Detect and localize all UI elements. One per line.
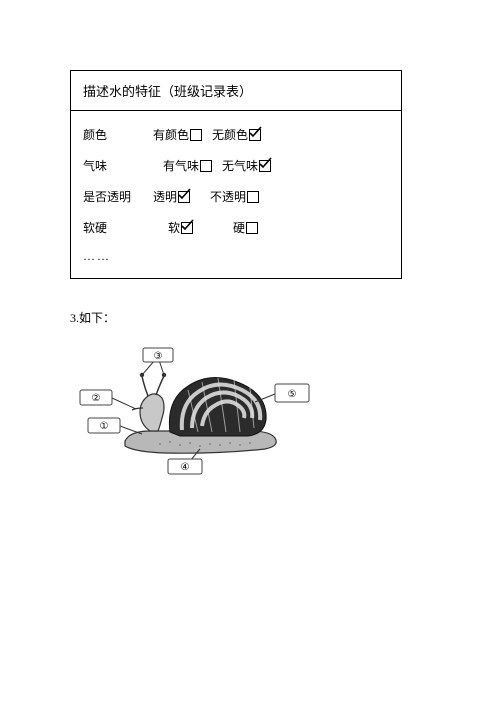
table-body: 颜色有颜色无颜色气味有气味无气味是否透明透明不透明软硬软硬…… (71, 111, 401, 278)
option: 硬 (233, 219, 258, 236)
checkbox-checked-icon (259, 160, 271, 172)
checkbox-checked-icon (181, 222, 193, 234)
option-text: 不透明 (210, 188, 246, 205)
snail-diagram: ③ ② ① ④ ⑤ (70, 346, 320, 476)
row-label: 软硬 (83, 219, 168, 236)
label-4: ④ (181, 462, 190, 473)
option: 无气味 (222, 157, 271, 174)
water-record-table: 描述水的特征（班级记录表） 颜色有颜色 无颜色气味有气味 无气味是否透明透明 不透明软… (70, 70, 402, 279)
snail-svg: ③ ② ① ④ ⑤ (70, 346, 320, 476)
option-text: 有颜色 (153, 126, 189, 143)
option: 不透明 (210, 188, 259, 205)
option-text: 有气味 (163, 157, 199, 174)
table-title: 描述水的特征（班级记录表） (71, 71, 401, 111)
option-text: 硬 (233, 219, 245, 236)
page: 描述水的特征（班级记录表） 颜色有颜色 无颜色气味有气味 无气味是否透明透明 不透明软… (70, 70, 430, 476)
table-row: 颜色有颜色 无颜色 (83, 119, 389, 150)
table-row: 气味有气味 无气味 (83, 150, 389, 181)
label-3: ③ (154, 351, 163, 362)
label-5: ⑤ (288, 389, 297, 400)
option: 有气味 (163, 157, 212, 174)
checkbox-checked-icon (178, 191, 190, 203)
row-label: 颜色 (83, 126, 153, 143)
option: 透明 (153, 188, 190, 205)
option-text: 软 (168, 219, 180, 236)
checkbox-icon (200, 160, 212, 172)
checkbox-checked-icon (249, 129, 261, 141)
ellipsis-row: …… (83, 243, 389, 268)
table-row: 软硬软硬 (83, 212, 389, 243)
row-label: 气味 (83, 157, 163, 174)
option: 有颜色 (153, 126, 202, 143)
label-2: ② (92, 393, 101, 404)
row-label: 是否透明 (83, 188, 153, 205)
table-row: 是否透明透明 不透明 (83, 181, 389, 212)
option: 无颜色 (212, 126, 261, 143)
checkbox-icon (246, 222, 258, 234)
option: 软 (168, 219, 193, 236)
checkbox-icon (190, 129, 202, 141)
option-text: 无气味 (222, 157, 258, 174)
label-1: ① (100, 421, 109, 432)
option-text: 透明 (153, 188, 177, 205)
option-text: 无颜色 (212, 126, 248, 143)
checkbox-icon (247, 191, 259, 203)
question-3-label: 3.如下： (70, 309, 430, 326)
